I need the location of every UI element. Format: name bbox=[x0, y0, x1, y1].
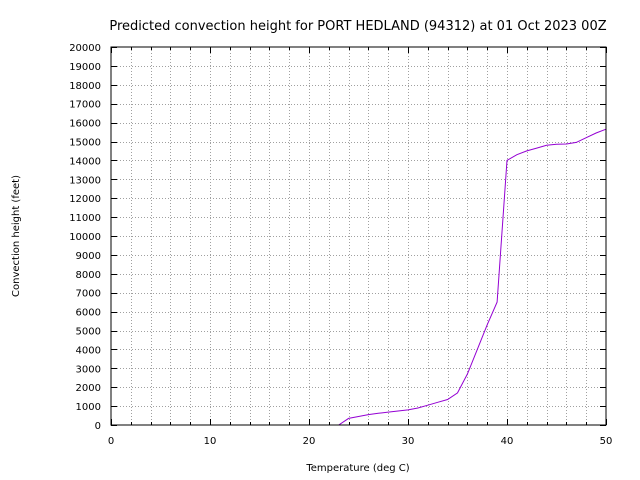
plot-line-group bbox=[338, 128, 607, 426]
x-tick-labels: 0 10 20 30 40 50 bbox=[108, 436, 613, 447]
y-tick-label: 14000 bbox=[69, 156, 101, 167]
x-tick-label: 0 bbox=[108, 436, 114, 447]
y-tick-label: 15000 bbox=[69, 138, 101, 149]
y-tick-label: 18000 bbox=[69, 81, 101, 92]
y-tick-label: 0 bbox=[95, 421, 101, 432]
y-tick-label: 16000 bbox=[69, 119, 101, 130]
y-tick-labels: 0 1000 2000 3000 4000 5000 6000 7000 8000 9000 100… bbox=[69, 43, 101, 432]
y-tick-label: 6000 bbox=[76, 308, 101, 319]
x-tick-label: 50 bbox=[600, 436, 613, 447]
y-tick-label: 8000 bbox=[76, 270, 101, 281]
y-tick-label: 19000 bbox=[69, 62, 101, 73]
y-tick-label: 7000 bbox=[76, 289, 101, 300]
y-tick-label: 2000 bbox=[76, 383, 101, 394]
y-tick-label: 10000 bbox=[69, 232, 101, 243]
x-tick-label: 10 bbox=[204, 436, 217, 447]
tick-marks bbox=[111, 47, 607, 426]
x-tick-label: 30 bbox=[402, 436, 415, 447]
y-tick-label: 5000 bbox=[76, 327, 101, 338]
x-tick-label: 20 bbox=[303, 436, 316, 447]
y-tick-label: 3000 bbox=[76, 364, 101, 375]
y-tick-label: 12000 bbox=[69, 194, 101, 205]
y-tick-label: 17000 bbox=[69, 100, 101, 111]
y-tick-label: 1000 bbox=[76, 402, 101, 413]
series-line bbox=[338, 128, 607, 426]
y-tick-label: 11000 bbox=[69, 213, 101, 224]
y-tick-label: 4000 bbox=[76, 345, 101, 356]
y-axis-label: Convection height (feet) bbox=[11, 175, 22, 297]
y-tick-label: 20000 bbox=[69, 43, 101, 54]
grid-lines bbox=[111, 47, 606, 425]
y-tick-label: 9000 bbox=[76, 251, 101, 262]
chart-title: Predicted convection height for PORT HED… bbox=[109, 19, 606, 34]
y-tick-label: 13000 bbox=[69, 175, 101, 186]
x-axis-label: Temperature (deg C) bbox=[305, 463, 409, 474]
x-tick-label: 40 bbox=[501, 436, 514, 447]
